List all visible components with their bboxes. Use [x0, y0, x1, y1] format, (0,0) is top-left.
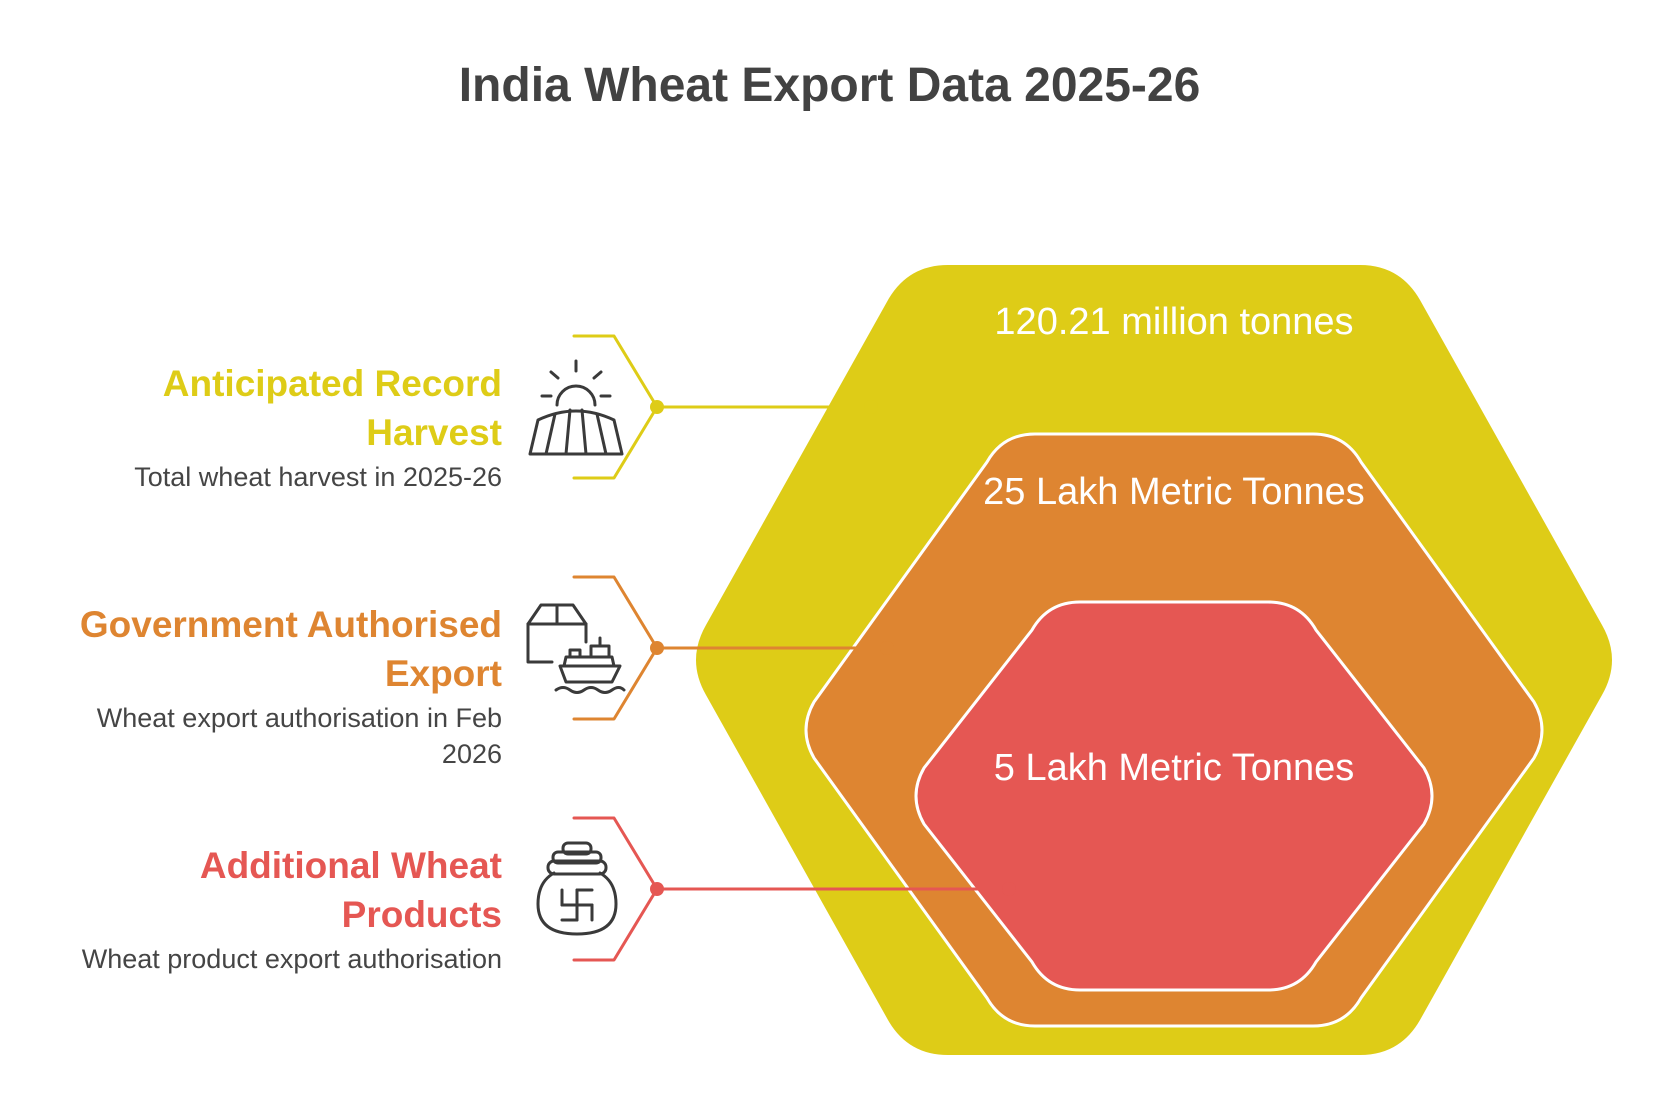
item-heading: Government Authorised Export [79, 604, 502, 694]
sunrise-field-icon [528, 359, 624, 456]
connector-dot [650, 882, 664, 896]
layer-label-middle: 25 Lakh Metric Tonnes [983, 471, 1365, 513]
item-description: Wheat export authorisation in Feb 2026 [96, 703, 502, 769]
hexagon-inner [914, 600, 1434, 992]
item-harvest: Anticipated Record Harvest Total wheat h… [30, 359, 502, 495]
item-description: Wheat product export authorisation [81, 944, 502, 974]
item-heading: Additional Wheat Products [199, 845, 502, 935]
connector-dot [880, 641, 894, 655]
cargo-ship-icon [526, 603, 626, 694]
item-heading: Anticipated Record Harvest [162, 363, 502, 453]
layer-label-inner: 5 Lakh Metric Tonnes [993, 747, 1355, 789]
layer-label-outer: 120.21 million tonnes [994, 301, 1354, 343]
page-title: India Wheat Export Data 2025-26 [458, 59, 1201, 112]
connector-dot [864, 400, 878, 414]
connector-dot [650, 641, 664, 655]
item-export: Government Authorised Export Wheat expor… [30, 600, 502, 772]
grain-pot-icon [536, 841, 618, 936]
item-products: Additional Wheat Products Wheat product … [30, 841, 502, 977]
item-description: Total wheat harvest in 2025-26 [134, 462, 502, 492]
connector-dot [1002, 882, 1016, 896]
connector-dot [650, 400, 664, 414]
